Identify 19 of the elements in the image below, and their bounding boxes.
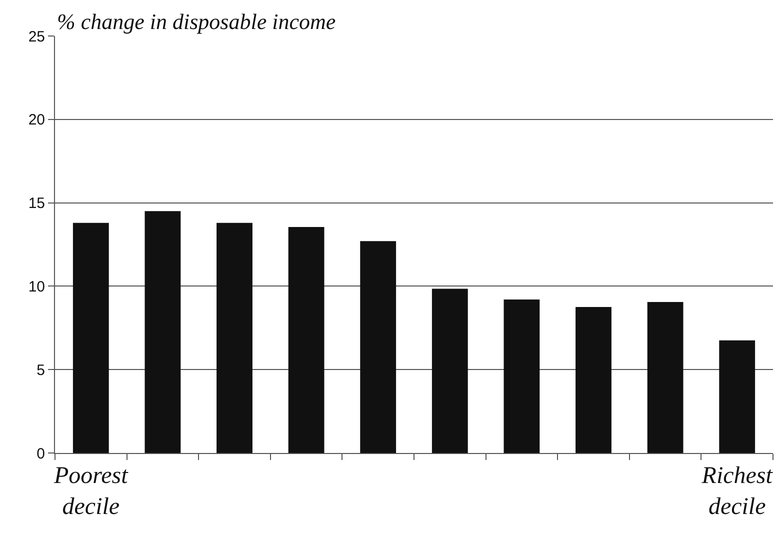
x-tick-label: Poorest decile: [53, 462, 130, 520]
y-tick-label: 5: [36, 362, 45, 379]
bar: [216, 222, 252, 453]
bar: [719, 340, 756, 453]
bar: [576, 307, 612, 453]
y-tick-label: 15: [28, 195, 45, 212]
y-tick-label: 10: [28, 278, 45, 296]
y-tick-label: 25: [28, 28, 45, 46]
bar: [504, 300, 540, 453]
bar: [288, 226, 324, 453]
bar: [72, 222, 109, 453]
bar: [647, 302, 684, 453]
y-tick-label: 20: [28, 112, 45, 129]
bar: [360, 241, 396, 453]
bar: [144, 211, 181, 453]
x-tick-label: Richest decile: [700, 462, 774, 520]
y-axis-title: % change in disposable income: [57, 9, 336, 34]
bar: [432, 288, 468, 453]
y-tick-label: 0: [36, 445, 45, 462]
